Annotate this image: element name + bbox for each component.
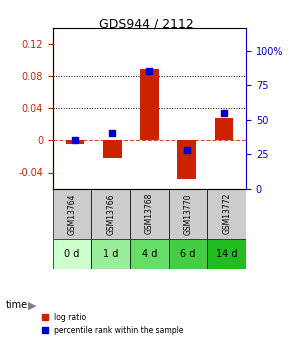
Text: GSM13768: GSM13768 xyxy=(145,193,154,235)
FancyBboxPatch shape xyxy=(130,239,169,269)
Point xyxy=(147,69,152,74)
Bar xyxy=(214,118,233,140)
Text: ▶: ▶ xyxy=(28,300,36,310)
Text: 6 d: 6 d xyxy=(180,249,196,259)
Bar xyxy=(177,140,196,179)
Legend: log ratio, percentile rank within the sample: log ratio, percentile rank within the sa… xyxy=(39,310,187,338)
FancyBboxPatch shape xyxy=(53,189,91,239)
Bar xyxy=(103,140,122,158)
Text: GDS944 / 2112: GDS944 / 2112 xyxy=(99,17,194,30)
Text: GSM13772: GSM13772 xyxy=(222,193,231,235)
Bar xyxy=(66,140,84,144)
Point xyxy=(73,138,77,143)
Text: 14 d: 14 d xyxy=(216,249,238,259)
Text: GSM13766: GSM13766 xyxy=(106,193,115,235)
Text: 1 d: 1 d xyxy=(103,249,118,259)
Text: GSM13770: GSM13770 xyxy=(184,193,193,235)
FancyBboxPatch shape xyxy=(207,189,246,239)
FancyBboxPatch shape xyxy=(53,239,91,269)
FancyBboxPatch shape xyxy=(169,189,207,239)
Text: 4 d: 4 d xyxy=(142,249,157,259)
Text: GSM13764: GSM13764 xyxy=(68,193,76,235)
FancyBboxPatch shape xyxy=(207,239,246,269)
FancyBboxPatch shape xyxy=(169,239,207,269)
Text: 0 d: 0 d xyxy=(64,249,80,259)
Point xyxy=(184,147,189,153)
Point xyxy=(222,110,226,116)
FancyBboxPatch shape xyxy=(91,189,130,239)
Point xyxy=(110,131,115,136)
FancyBboxPatch shape xyxy=(91,239,130,269)
Bar xyxy=(140,69,159,140)
FancyBboxPatch shape xyxy=(130,189,169,239)
Text: time: time xyxy=(6,300,28,310)
